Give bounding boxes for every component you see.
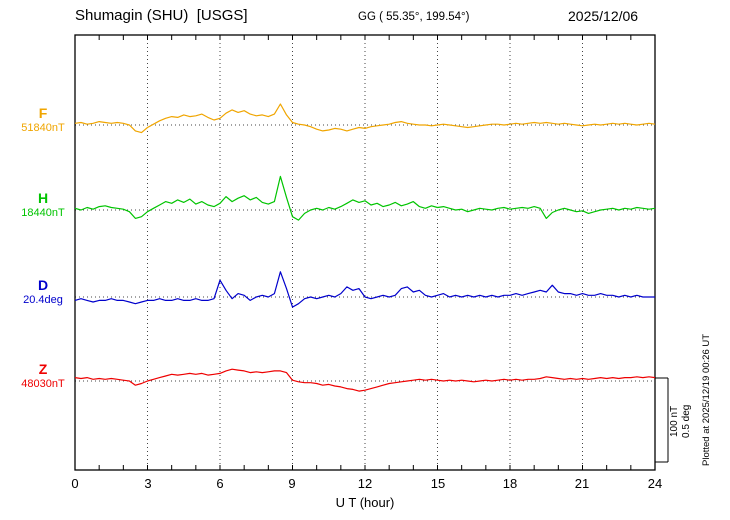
trace-baseline-H: 18440nT bbox=[21, 207, 65, 220]
plot-date: 2025/12/06 bbox=[568, 8, 639, 24]
trace-letter-D: D bbox=[37, 277, 49, 293]
x-tick-label: 15 bbox=[430, 476, 446, 491]
plotted-at-stamp: Plotted at 2025/12/19 00:26 UT bbox=[701, 333, 712, 467]
x-tick-label: 3 bbox=[144, 476, 152, 491]
x-axis-title: U T (hour) bbox=[335, 495, 395, 510]
trace-baseline-D: 20.4deg bbox=[23, 294, 63, 307]
trace-label-H: H 18440nT bbox=[12, 190, 74, 220]
x-tick-label: 9 bbox=[288, 476, 296, 491]
scalebar-nt-label: 100 nT bbox=[669, 405, 680, 437]
trace-label-Z: Z 48030nT bbox=[12, 361, 74, 391]
trace-H bbox=[74, 175, 656, 221]
trace-Z bbox=[74, 368, 656, 392]
trace-D bbox=[74, 271, 655, 308]
x-tick-label: 21 bbox=[574, 476, 590, 491]
x-tick-label: 18 bbox=[502, 476, 518, 491]
x-tick-label: 0 bbox=[71, 476, 79, 491]
trace-letter-Z: Z bbox=[38, 361, 48, 377]
trace-letter-F: F bbox=[38, 105, 48, 121]
trace-F bbox=[74, 103, 656, 134]
geographic-coordinates: GG ( 55.35°, 199.54°) bbox=[358, 11, 470, 23]
x-tick-label: 6 bbox=[216, 476, 224, 491]
observatory-title: Shumagin (SHU) [USGS] bbox=[75, 7, 248, 24]
trace-label-D: D 20.4deg bbox=[12, 277, 74, 307]
trace-letter-H: H bbox=[37, 190, 49, 206]
x-tick-label: 24 bbox=[647, 476, 663, 491]
trace-baseline-F: 51840nT bbox=[21, 122, 65, 135]
trace-baseline-Z: 48030nT bbox=[21, 378, 65, 391]
trace-label-F: F 51840nT bbox=[12, 105, 74, 135]
x-tick-label: 12 bbox=[357, 476, 373, 491]
scalebar-deg-label: 0.5 deg bbox=[681, 404, 692, 438]
